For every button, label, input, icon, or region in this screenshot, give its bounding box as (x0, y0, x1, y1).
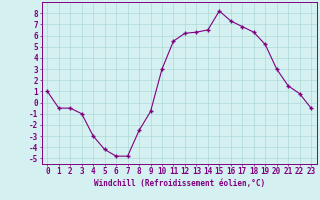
X-axis label: Windchill (Refroidissement éolien,°C): Windchill (Refroidissement éolien,°C) (94, 179, 265, 188)
